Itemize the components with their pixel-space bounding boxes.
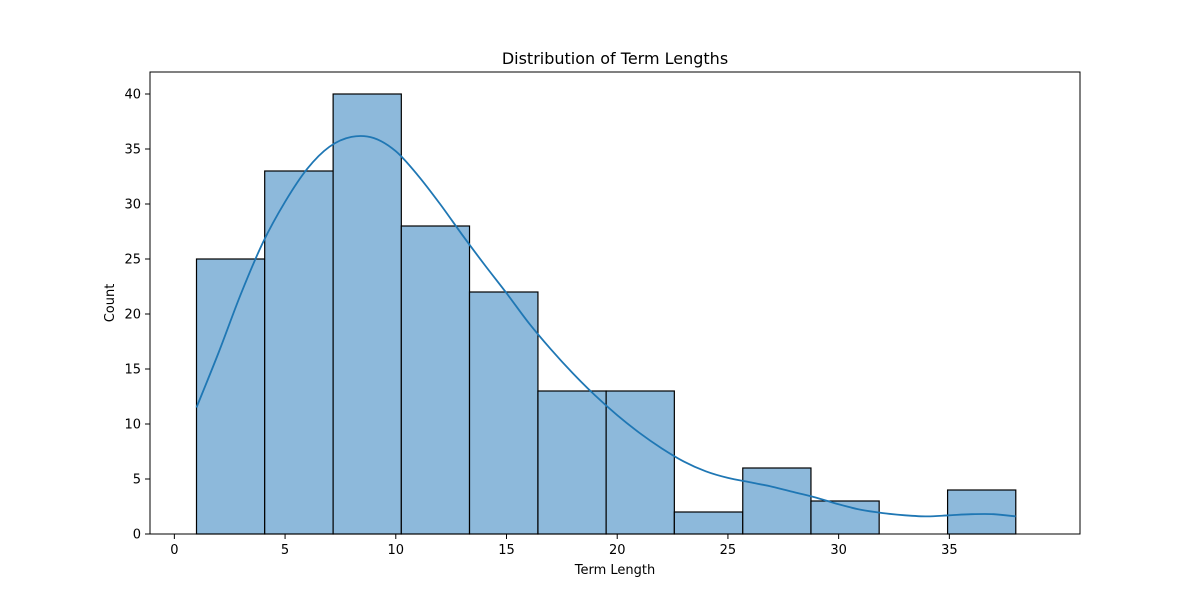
bars-layer <box>195 93 1017 535</box>
x-tick-label: 15 <box>498 543 515 558</box>
x-tick-label: 0 <box>170 543 178 558</box>
chart-title: Distribution of Term Lengths <box>502 49 728 68</box>
x-tick-label: 25 <box>720 543 737 558</box>
histogram-bar-9 <box>742 467 812 535</box>
histogram-bar-3 <box>332 93 402 535</box>
histogram-bar-2 <box>264 170 334 535</box>
histogram-bar-7 <box>605 390 675 535</box>
y-axis-label: Count <box>103 284 118 323</box>
plot-frame <box>149 71 1081 535</box>
y-tick-label: 35 <box>124 143 141 158</box>
y-tick-label: 10 <box>124 418 141 433</box>
y-tick-label: 5 <box>133 473 141 488</box>
x-tick-label: 20 <box>609 543 626 558</box>
histogram-bar-8 <box>673 511 744 535</box>
x-axis-ticks: 0 5 10 15 20 25 30 35 <box>170 534 958 558</box>
histogram-bar-4 <box>400 225 471 535</box>
x-tick-label: 10 <box>388 543 405 558</box>
y-tick-label: 25 <box>124 253 141 268</box>
histogram-bar-6 <box>537 390 607 535</box>
kde-line <box>195 135 1016 518</box>
y-tick-label: 15 <box>124 363 141 378</box>
histogram-bar-1 <box>195 258 266 535</box>
y-tick-label: 0 <box>133 528 141 543</box>
x-axis-label: Term Length <box>574 563 655 578</box>
x-tick-label: 35 <box>941 543 958 558</box>
histogram-bar-5 <box>468 291 539 535</box>
histogram-bar-12 <box>946 489 1017 535</box>
y-tick-label: 20 <box>124 308 141 323</box>
x-tick-label: 30 <box>830 543 847 558</box>
y-tick-label: 40 <box>124 88 141 103</box>
y-tick-label: 30 <box>124 198 141 213</box>
x-tick-label: 5 <box>281 543 289 558</box>
y-axis-ticks: 0 5 10 15 20 25 30 35 40 <box>124 88 150 543</box>
